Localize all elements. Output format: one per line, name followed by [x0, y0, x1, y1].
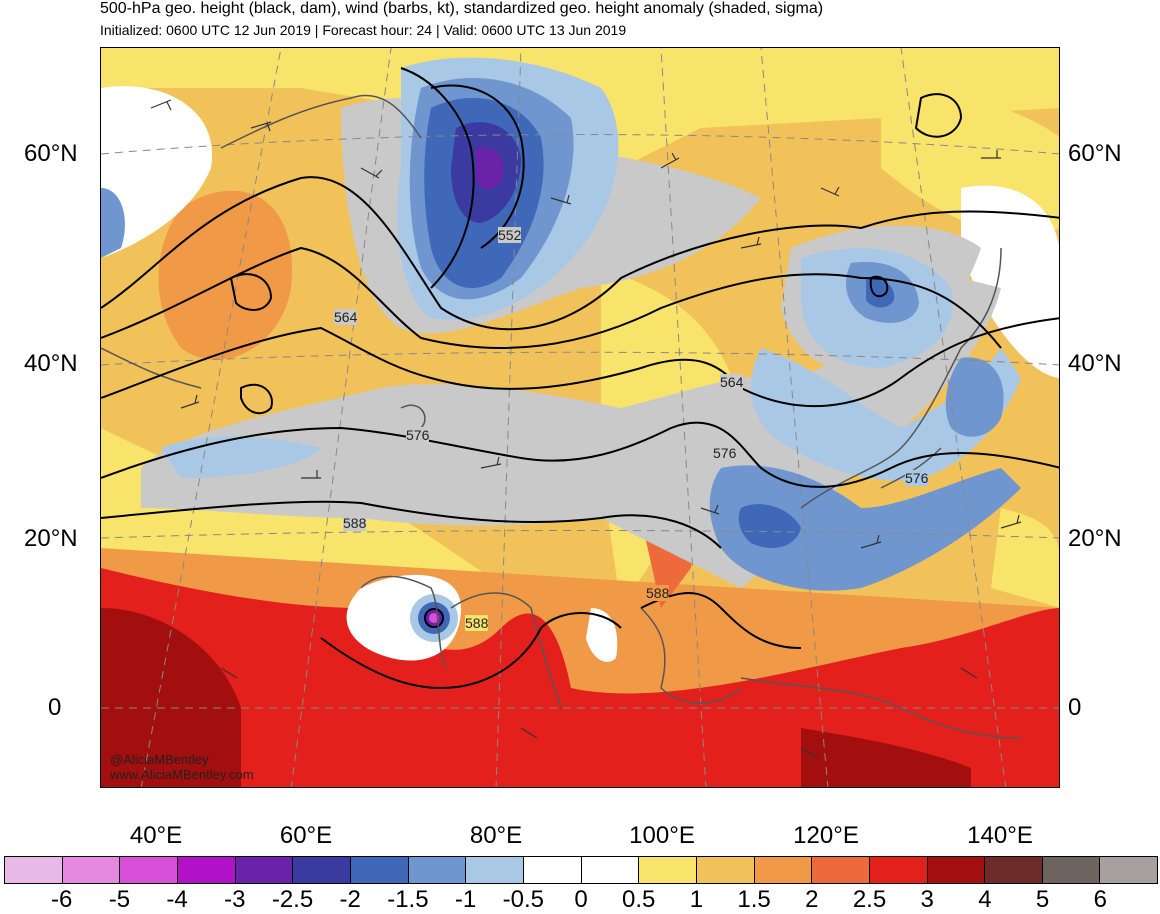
colorbar-swatch [1042, 857, 1101, 883]
anomaly-field-negative-15 [738, 504, 801, 548]
colorbar-tick-label: 1 [689, 886, 704, 913]
lat-label-right: 60°N [1068, 140, 1122, 167]
colorbar-swatch [293, 857, 351, 883]
colorbar-swatch [869, 857, 928, 883]
contour-label: 576 [713, 445, 737, 461]
colorbar-tick-label: 5 [1035, 886, 1050, 913]
colorbar-tick-label: -2 [339, 886, 361, 913]
lat-label-left: 60°N [24, 140, 78, 167]
colorbar-swatch [754, 857, 813, 883]
lat-label-right: 40°N [1068, 350, 1122, 377]
anomaly-field-negative-1 [945, 357, 1004, 437]
colorbar-swatch [466, 857, 524, 883]
colorbar-swatch [812, 857, 870, 883]
colorbar-tick-label: -0.5 [502, 886, 544, 913]
colorbar-tick-label: 0 [574, 886, 588, 913]
colorbar [4, 856, 1158, 884]
lat-label-right: 20°N [1068, 525, 1122, 552]
wind-barbs [150, 99, 1022, 759]
colorbar-tick-label: 3 [920, 886, 934, 913]
contour-label: 588 [465, 615, 489, 631]
contour-label: 564 [720, 374, 744, 390]
colorbar-swatch [5, 857, 63, 883]
colorbar-swatch [696, 857, 755, 883]
cyclone-eye [429, 613, 439, 623]
colorbar-tick-label: -3 [224, 886, 246, 913]
anomaly-field-positive-2 [158, 190, 293, 360]
colorbar-tick-label: -6 [51, 886, 73, 913]
anomaly-field-negative-1 [709, 465, 1021, 591]
colorbar-tick-label: 2 [805, 886, 819, 913]
colorbar-swatch [581, 857, 640, 883]
colorbar-tick-label: -2.5 [271, 886, 314, 913]
colorbar-tick-label: 0.5 [622, 886, 656, 913]
colorbar-swatch [985, 857, 1043, 883]
lat-label-left: 40°N [24, 350, 78, 377]
lon-label: 100°E [629, 822, 695, 849]
anomaly-field-neutral [586, 608, 618, 662]
anomaly-field-negative-05 [751, 348, 1021, 481]
lon-label: 60°E [279, 822, 333, 849]
anomaly-field-neutral [101, 86, 213, 258]
chart-subtitle: Initialized: 0600 UTC 12 Jun 2019 | Fore… [100, 22, 627, 38]
colorbar-swatch [408, 857, 467, 883]
colorbar-tick-label: -5 [108, 886, 131, 913]
height-contours [101, 67, 1059, 690]
contour-label: 588 [646, 585, 670, 601]
lat-label-left: 0 [48, 694, 62, 721]
contour-label: 576 [406, 427, 430, 443]
credit-handle: @AliciaMBentley [110, 752, 209, 767]
colorbar-swatch [1100, 857, 1158, 883]
colorbar-swatch [62, 857, 121, 883]
lon-label: 140°E [967, 822, 1033, 849]
anomaly-field-positive-4 [801, 728, 971, 787]
anomaly-field-negative-1 [101, 188, 125, 258]
cyclone-contour [424, 608, 444, 628]
anomaly-field-positive-05 [991, 508, 1059, 608]
colorbar-tick-label: 2.5 [852, 886, 887, 913]
colorbar-swatch [235, 857, 294, 883]
lat-label-right: 0 [1068, 694, 1082, 721]
colorbar-swatch [639, 857, 697, 883]
colorbar-swatch [120, 857, 178, 883]
contour-label: 588 [343, 515, 367, 531]
colorbar-tick-label: -1.5 [387, 886, 429, 913]
anomaly-field-positive-4 [101, 608, 241, 787]
lon-label: 40°E [129, 822, 183, 849]
map-panel [100, 47, 1060, 788]
chart-title: 500-hPa geo. height (black, dam), wind (… [100, 0, 824, 17]
colorbar-tick-label: -4 [166, 886, 188, 913]
colorbar-tick-label: 1.5 [737, 886, 771, 913]
lon-label: 120°E [793, 822, 859, 849]
contour-label: 552 [498, 227, 522, 243]
anomaly-field-negative-25 [476, 147, 504, 190]
lat-label-left: 20°N [24, 525, 78, 552]
map-canvas [101, 48, 1059, 787]
colorbar-tick-label: 6 [1093, 886, 1107, 913]
colorbar-swatch [350, 857, 409, 883]
colorbar-tick-label: 4 [978, 886, 992, 913]
lon-label: 80°E [469, 822, 523, 849]
colorbar-swatch [927, 857, 986, 883]
credit-url: www.AliciaMBentley.com [110, 767, 254, 782]
colorbar-swatch [177, 857, 236, 883]
contour-label: 576 [905, 470, 929, 486]
colorbar-swatch [523, 857, 582, 883]
anomaly-field-neutral [961, 185, 1059, 378]
contour-label: 564 [334, 309, 358, 325]
colorbar-tick-label: -1 [454, 886, 477, 913]
